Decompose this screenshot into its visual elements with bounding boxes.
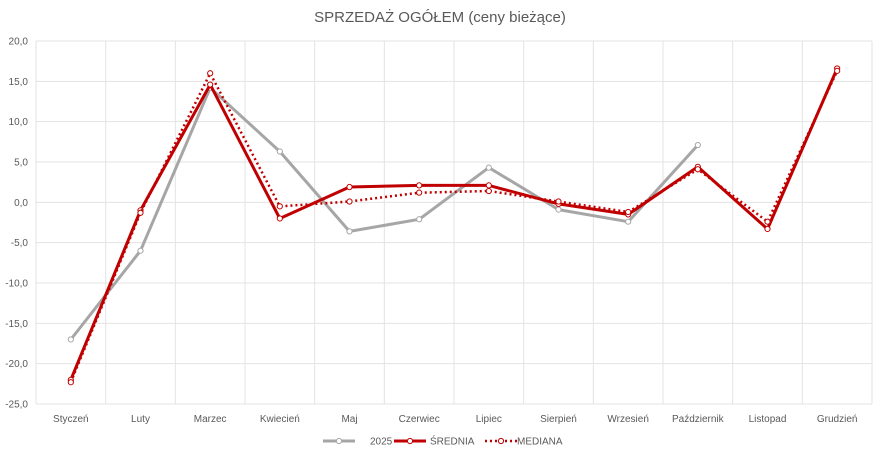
series-lines <box>67 65 841 386</box>
data-point-marker <box>485 164 492 171</box>
data-point-marker <box>137 247 144 254</box>
data-point-marker <box>625 218 632 225</box>
data-point-marker <box>276 203 283 210</box>
x-tick-label: Czerwiec <box>399 414 440 425</box>
x-tick-label: Marzec <box>194 414 227 425</box>
data-point-marker <box>764 218 771 225</box>
legend-marker-1 <box>406 437 414 445</box>
legend-label-0: 2025 <box>370 437 393 448</box>
x-tick-label: Lipiec <box>476 414 502 425</box>
y-tick-label: -5,0 <box>11 238 29 249</box>
x-axis: Styczeń Luty Marzec Kwiecień Maj Czerwiec Lipi… <box>53 414 857 425</box>
data-point-marker <box>625 208 632 216</box>
data-point-marker <box>346 183 353 191</box>
data-point-marker <box>67 336 74 343</box>
data-point-marker <box>346 228 353 235</box>
legend-label-1: ŚREDNIA <box>430 435 475 448</box>
x-tick-label: Listopad <box>749 414 787 425</box>
data-point-marker <box>416 189 423 196</box>
gridlines <box>35 40 873 405</box>
x-tick-label: Luty <box>131 414 150 425</box>
series-line-2 <box>69 70 839 383</box>
data-point-marker <box>834 67 841 74</box>
legend-marker-0 <box>335 437 343 445</box>
data-point-marker <box>276 215 283 222</box>
data-point-marker <box>555 206 562 213</box>
y-axis: 20,0 15,0 10,0 5,0 0,0 -5,0 -10,0 -15,0 -20,0 -25… <box>5 37 28 411</box>
y-tick-label: 20,0 <box>9 37 29 48</box>
data-point-marker <box>485 187 492 195</box>
legend-label-2: MEDIANA <box>517 437 563 448</box>
data-point-marker <box>555 198 562 205</box>
data-point-marker <box>67 379 74 386</box>
data-point-marker <box>416 182 423 189</box>
data-point-marker <box>694 141 701 149</box>
chart-title: SPRZEDAŻ OGÓŁEM (ceny bieżące) <box>314 8 566 26</box>
x-tick-label: Kwiecień <box>260 414 300 425</box>
y-tick-label: -15,0 <box>5 319 28 330</box>
x-tick-label: Maj <box>341 414 357 425</box>
data-point-marker <box>694 166 701 173</box>
data-point-marker <box>485 182 492 189</box>
y-tick-label: -10,0 <box>5 279 28 290</box>
x-tick-label: Grudzień <box>817 414 858 425</box>
y-tick-label: 0,0 <box>14 198 28 209</box>
series-line-0 <box>69 86 699 341</box>
legend-marker-2 <box>497 437 505 445</box>
data-point-marker <box>276 148 283 155</box>
x-tick-label: Sierpień <box>540 414 577 425</box>
x-tick-label: Styczeń <box>53 414 89 425</box>
y-tick-label: 5,0 <box>14 158 28 169</box>
y-tick-label: 10,0 <box>9 117 29 128</box>
data-point-marker <box>416 216 423 223</box>
data-point-marker <box>207 81 214 88</box>
data-point-marker <box>207 70 214 77</box>
legend: 2025 ŚREDNIA MEDIANA <box>323 435 563 448</box>
data-point-marker <box>346 198 353 205</box>
y-tick-label: -20,0 <box>5 359 28 370</box>
data-point-marker <box>764 225 771 233</box>
x-tick-label: Wrzesień <box>607 414 649 425</box>
y-tick-label: -25,0 <box>5 400 28 411</box>
x-tick-label: Październik <box>672 414 725 425</box>
data-point-marker <box>137 209 144 216</box>
y-tick-label: 15,0 <box>9 77 29 88</box>
